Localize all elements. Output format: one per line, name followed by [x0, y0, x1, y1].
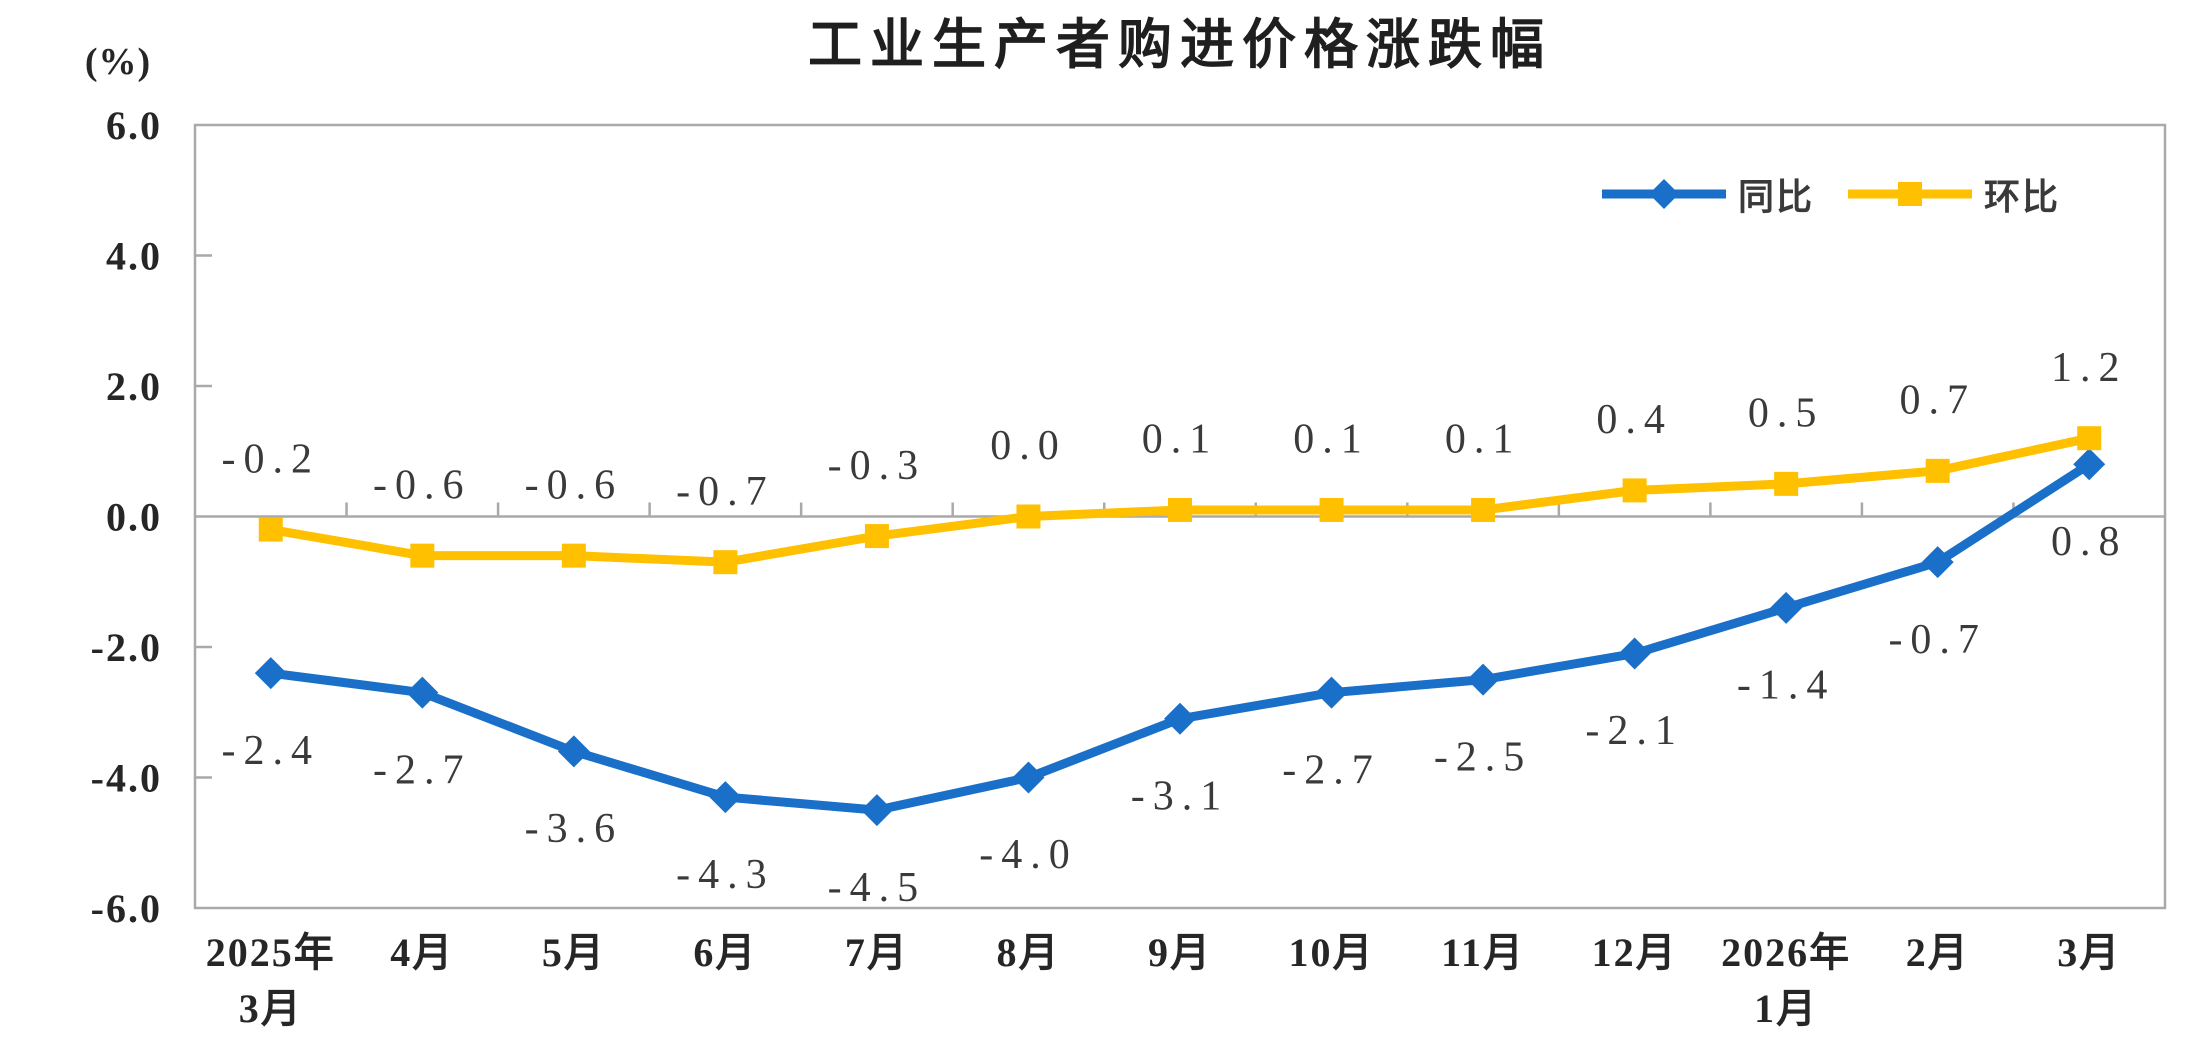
y-axis-label: -6.0 — [91, 886, 162, 931]
x-axis-label: 3月 — [2057, 930, 2121, 975]
series-mom-marker — [1622, 478, 1647, 503]
legend-item-yoy: 同比 — [1598, 168, 1814, 220]
series-mom-value-label: 0.7 — [1899, 378, 1976, 424]
legend: 同比 环比 — [1598, 168, 2060, 220]
series-mom-value-label: -0.6 — [373, 462, 472, 508]
series-yoy-value-label: -4.3 — [676, 852, 775, 898]
series-yoy-value-label: -3.6 — [525, 806, 624, 852]
y-axis-unit-label: (%) — [84, 41, 152, 83]
x-axis-label: 1月 — [1754, 986, 1818, 1031]
series-mom-marker — [258, 517, 283, 542]
legend-item-mom: 环比 — [1844, 168, 2060, 220]
y-axis-label: -4.0 — [91, 756, 162, 801]
x-axis-label: 6月 — [693, 930, 757, 975]
x-axis-label: 9月 — [1148, 930, 1212, 975]
y-axis-label: 0.0 — [106, 495, 162, 540]
series-yoy-value-label: -2.7 — [373, 747, 472, 793]
y-axis-label: 2.0 — [106, 364, 162, 409]
series-mom-marker — [1016, 504, 1041, 529]
series-yoy-marker — [1921, 546, 1954, 579]
series-mom-value-label: 0.5 — [1748, 391, 1825, 437]
series-mom-value-label: 0.1 — [1142, 417, 1219, 463]
x-axis-label: 5月 — [542, 930, 606, 975]
series-yoy-value-label: -2.7 — [1282, 747, 1381, 793]
x-axis-label: 11月 — [1441, 930, 1525, 975]
y-axis-label: -2.0 — [91, 625, 162, 670]
series-yoy-marker — [1770, 591, 1803, 624]
series-yoy-value-label: -2.5 — [1434, 734, 1533, 780]
y-axis-label: 6.0 — [106, 103, 162, 148]
series-mom-value-label: 1.2 — [2051, 345, 2128, 391]
series-mom-marker — [1168, 497, 1192, 522]
series-yoy-marker — [709, 781, 742, 814]
x-axis-label: 2025年 — [206, 930, 336, 975]
series-yoy-marker — [2073, 448, 2106, 481]
legend-swatch-mom-line-square-icon — [1848, 182, 1973, 206]
x-axis-label: 7月 — [845, 930, 909, 975]
series-mom-value-label: -0.6 — [525, 462, 624, 508]
series-yoy-value-label: -2.1 — [1585, 708, 1684, 754]
chart-title: 工业生产者购进价格涨跌幅 — [808, 15, 1552, 75]
series-yoy-marker — [557, 735, 590, 768]
series-yoy-value-label: -4.0 — [979, 832, 1078, 878]
series-mom-value-label: -0.2 — [222, 436, 321, 482]
series-mom-value-label: -0.7 — [676, 469, 775, 515]
series-yoy-marker — [1618, 637, 1651, 670]
series-yoy-value-label: 0.8 — [2051, 519, 2128, 565]
series-mom-marker — [1774, 471, 1799, 496]
series-mom-marker — [713, 550, 738, 575]
series-mom-marker — [1925, 458, 1950, 483]
series-mom-value-label: 0.4 — [1596, 397, 1673, 443]
series-yoy-value-label: -4.5 — [828, 865, 927, 911]
x-axis-label: 10月 — [1289, 930, 1375, 975]
legend-label-yoy: 同比 — [1738, 177, 1815, 217]
series-yoy-marker — [406, 676, 439, 709]
series-yoy-marker — [254, 657, 287, 690]
series-yoy-marker — [1467, 663, 1500, 696]
series-mom-marker — [1471, 497, 1496, 522]
series-mom-value-label: -0.3 — [828, 443, 927, 489]
x-axis-label: 12月 — [1592, 930, 1678, 975]
x-axis-label: 8月 — [996, 930, 1060, 975]
series-yoy-value-label: -2.4 — [222, 728, 321, 774]
series-mom-marker — [561, 543, 586, 568]
series-mom-value-label: 0.0 — [990, 423, 1067, 469]
x-axis-label: 4月 — [390, 930, 454, 975]
series-yoy-marker — [1012, 761, 1045, 794]
series-mom-marker — [2077, 426, 2102, 451]
legend-swatch-yoy-line-diamond-icon — [1602, 179, 1726, 209]
series-mom-value-label: 0.1 — [1293, 417, 1370, 463]
series-mom-marker — [410, 543, 435, 568]
series-yoy-value-label: -1.4 — [1737, 663, 1836, 709]
series-yoy-value-label: -3.1 — [1131, 773, 1230, 819]
series-mom-marker — [864, 524, 889, 549]
series-mom-value-label: 0.1 — [1445, 417, 1522, 463]
x-axis-label: 2月 — [1906, 930, 1970, 975]
legend-label-mom: 环比 — [1984, 177, 2061, 217]
series-yoy-marker — [1315, 676, 1348, 709]
x-axis-label: 2026年 — [1721, 930, 1851, 975]
series-mom-marker — [1319, 497, 1344, 522]
series-yoy-value-label: -0.7 — [1888, 617, 1987, 663]
series-yoy-marker — [860, 794, 893, 827]
x-axis-label: 3月 — [239, 986, 303, 1031]
series-yoy-marker — [1164, 702, 1196, 735]
y-axis-label: 4.0 — [106, 234, 162, 279]
